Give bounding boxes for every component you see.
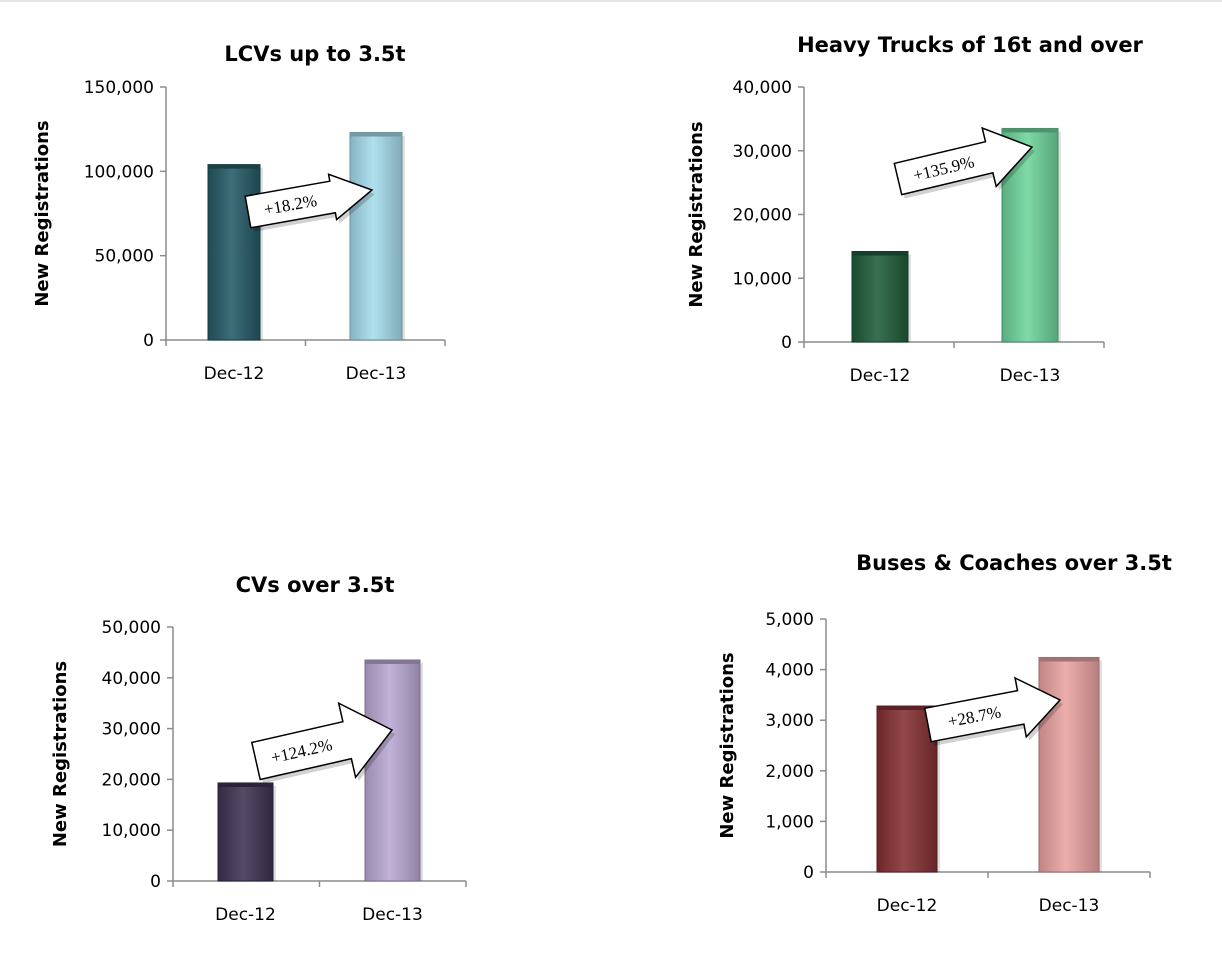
y-tick-label: 30,000 <box>733 142 792 162</box>
bar-top-cap <box>1039 657 1099 662</box>
bar-dec-12 <box>851 250 909 343</box>
bar-dec-12 <box>876 705 938 873</box>
change-arrow <box>244 173 374 229</box>
y-axis-label: New Registrations <box>32 120 53 306</box>
y-tick-label: 2,000 <box>765 762 814 782</box>
chart-title: CVs over 3.5t <box>236 573 395 597</box>
top-divider <box>0 0 1222 2</box>
chart-4: Buses & Coaches over 3.5t New Registratio… <box>717 551 1172 916</box>
bar-top-cap <box>1002 128 1058 133</box>
bar-top-cap <box>208 164 260 169</box>
y-tick-label: 0 <box>803 863 814 883</box>
y-tick-label: 1,000 <box>765 812 814 832</box>
x-tick-label: Dec-12 <box>850 366 911 386</box>
y-tick-label: 0 <box>143 331 154 351</box>
x-tick-label: Dec-13 <box>1000 366 1061 386</box>
y-tick-label: 40,000 <box>102 669 161 689</box>
bar-top-cap <box>877 706 937 711</box>
y-axis-label: New Registrations <box>686 121 707 307</box>
y-axis-label: New Registrations <box>717 652 738 838</box>
y-tick-label: 20,000 <box>733 206 792 226</box>
bar-dec-13 <box>364 659 421 882</box>
bar-top-cap <box>218 782 273 787</box>
change-arrow <box>250 701 394 781</box>
x-tick-label: Dec-13 <box>362 905 423 925</box>
y-tick-label: 150,000 <box>84 78 154 98</box>
x-tick-label: Dec-12 <box>215 905 276 925</box>
bar-top-cap <box>852 251 908 256</box>
change-arrow <box>923 676 1062 743</box>
y-tick-label: 10,000 <box>102 821 161 841</box>
chart-1: LCVs up to 3.5t New Registrations 0 50,000 1… <box>32 42 446 384</box>
y-tick-label: 5,000 <box>765 610 814 630</box>
x-tick-label: Dec-13 <box>346 364 407 384</box>
bar-top-cap <box>365 660 420 665</box>
chart-title: LCVs up to 3.5t <box>224 42 405 66</box>
x-tick-label: Dec-12 <box>204 364 265 384</box>
change-arrow <box>893 126 1034 196</box>
x-tick-label: Dec-12 <box>877 896 938 916</box>
y-tick-label: 0 <box>150 872 161 892</box>
bar-dec-12 <box>217 782 274 882</box>
y-tick-label: 0 <box>781 333 792 353</box>
y-axis-label: New Registrations <box>50 661 71 847</box>
y-tick-label: 40,000 <box>733 78 792 98</box>
bar-dec-13 <box>349 132 403 341</box>
y-tick-label: 3,000 <box>765 711 814 731</box>
bar-dec-12 <box>207 164 261 341</box>
y-tick-label: 20,000 <box>102 770 161 790</box>
bar-top-cap <box>350 132 402 137</box>
chart-title: Heavy Trucks of 16t and over <box>797 33 1143 57</box>
chart-title: Buses & Coaches over 3.5t <box>856 551 1172 575</box>
y-tick-label: 100,000 <box>84 162 154 182</box>
y-tick-label: 4,000 <box>765 661 814 681</box>
y-tick-label: 30,000 <box>102 720 161 740</box>
y-tick-label: 10,000 <box>733 269 792 289</box>
y-tick-label: 50,000 <box>95 247 154 267</box>
chart-3: CVs over 3.5t New Registrations 0 10,000 20,… <box>50 573 467 925</box>
y-tick-label: 50,000 <box>102 618 161 638</box>
bar-dec-13 <box>1038 656 1100 873</box>
chart-2: Heavy Trucks of 16t and over New Registra… <box>686 33 1144 386</box>
x-tick-label: Dec-13 <box>1039 896 1100 916</box>
